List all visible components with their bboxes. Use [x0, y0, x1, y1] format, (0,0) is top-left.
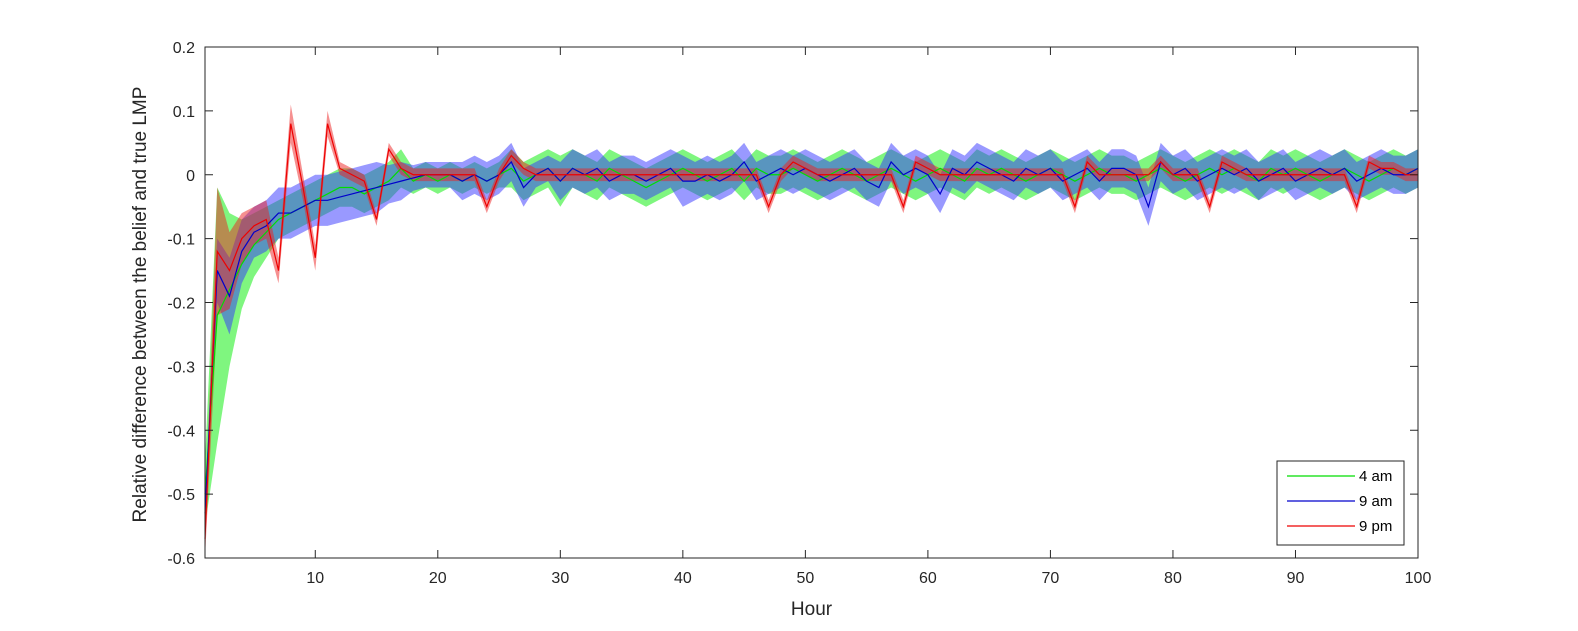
legend: 4 am 9 am 9 pm — [1276, 460, 1405, 546]
x-tick-label: 90 — [1287, 570, 1305, 587]
x-axis-label: Hour — [791, 599, 833, 620]
y-tick-label: -0.2 — [167, 296, 195, 313]
y-axis-label: Relative difference between the belief a… — [130, 87, 151, 523]
y-tick-label: -0.5 — [167, 487, 195, 504]
legend-label-4-am: 4 am — [1359, 468, 1392, 485]
series-line-9-pm — [204, 123, 1418, 539]
x-tick-label: 50 — [796, 570, 814, 587]
x-tick-label: 60 — [919, 570, 937, 587]
band-9-am — [205, 142, 1418, 527]
series-line-4-am — [204, 167, 1419, 495]
x-tick-label: 20 — [429, 570, 447, 587]
band-4-am — [205, 149, 1418, 527]
x-tick-label: 10 — [306, 570, 324, 587]
legend-label-9-pm: 9 pm — [1359, 518, 1392, 535]
series-line-9-am — [204, 160, 1419, 514]
y-tick-label: -0.4 — [167, 423, 195, 440]
y-tick-label: -0.3 — [167, 359, 195, 376]
y-tick-label: 0.2 — [173, 40, 195, 57]
confidence-bands — [205, 104, 1418, 559]
x-tick-label: 70 — [1042, 570, 1060, 587]
x-tick-label: 30 — [551, 570, 569, 587]
series-lines — [204, 123, 1419, 539]
x-tick-label: 40 — [674, 570, 692, 587]
x-tick-label: 80 — [1164, 570, 1182, 587]
y-tick-label: 0 — [186, 168, 195, 185]
legend-label-9-am: 9 am — [1359, 493, 1392, 510]
x-tick-label: 100 — [1405, 570, 1432, 587]
plot-frame — [204, 46, 1419, 559]
y-tick-label: -0.6 — [167, 551, 195, 568]
legend-box — [1276, 460, 1405, 546]
axes: 10 20 30 40 50 60 70 80 90 100 -0.6 -0.5 -0.4 -0.3 -0.… — [130, 40, 1431, 620]
y-tick-label: -0.1 — [167, 232, 195, 249]
y-tick-label: 0.1 — [173, 104, 195, 121]
